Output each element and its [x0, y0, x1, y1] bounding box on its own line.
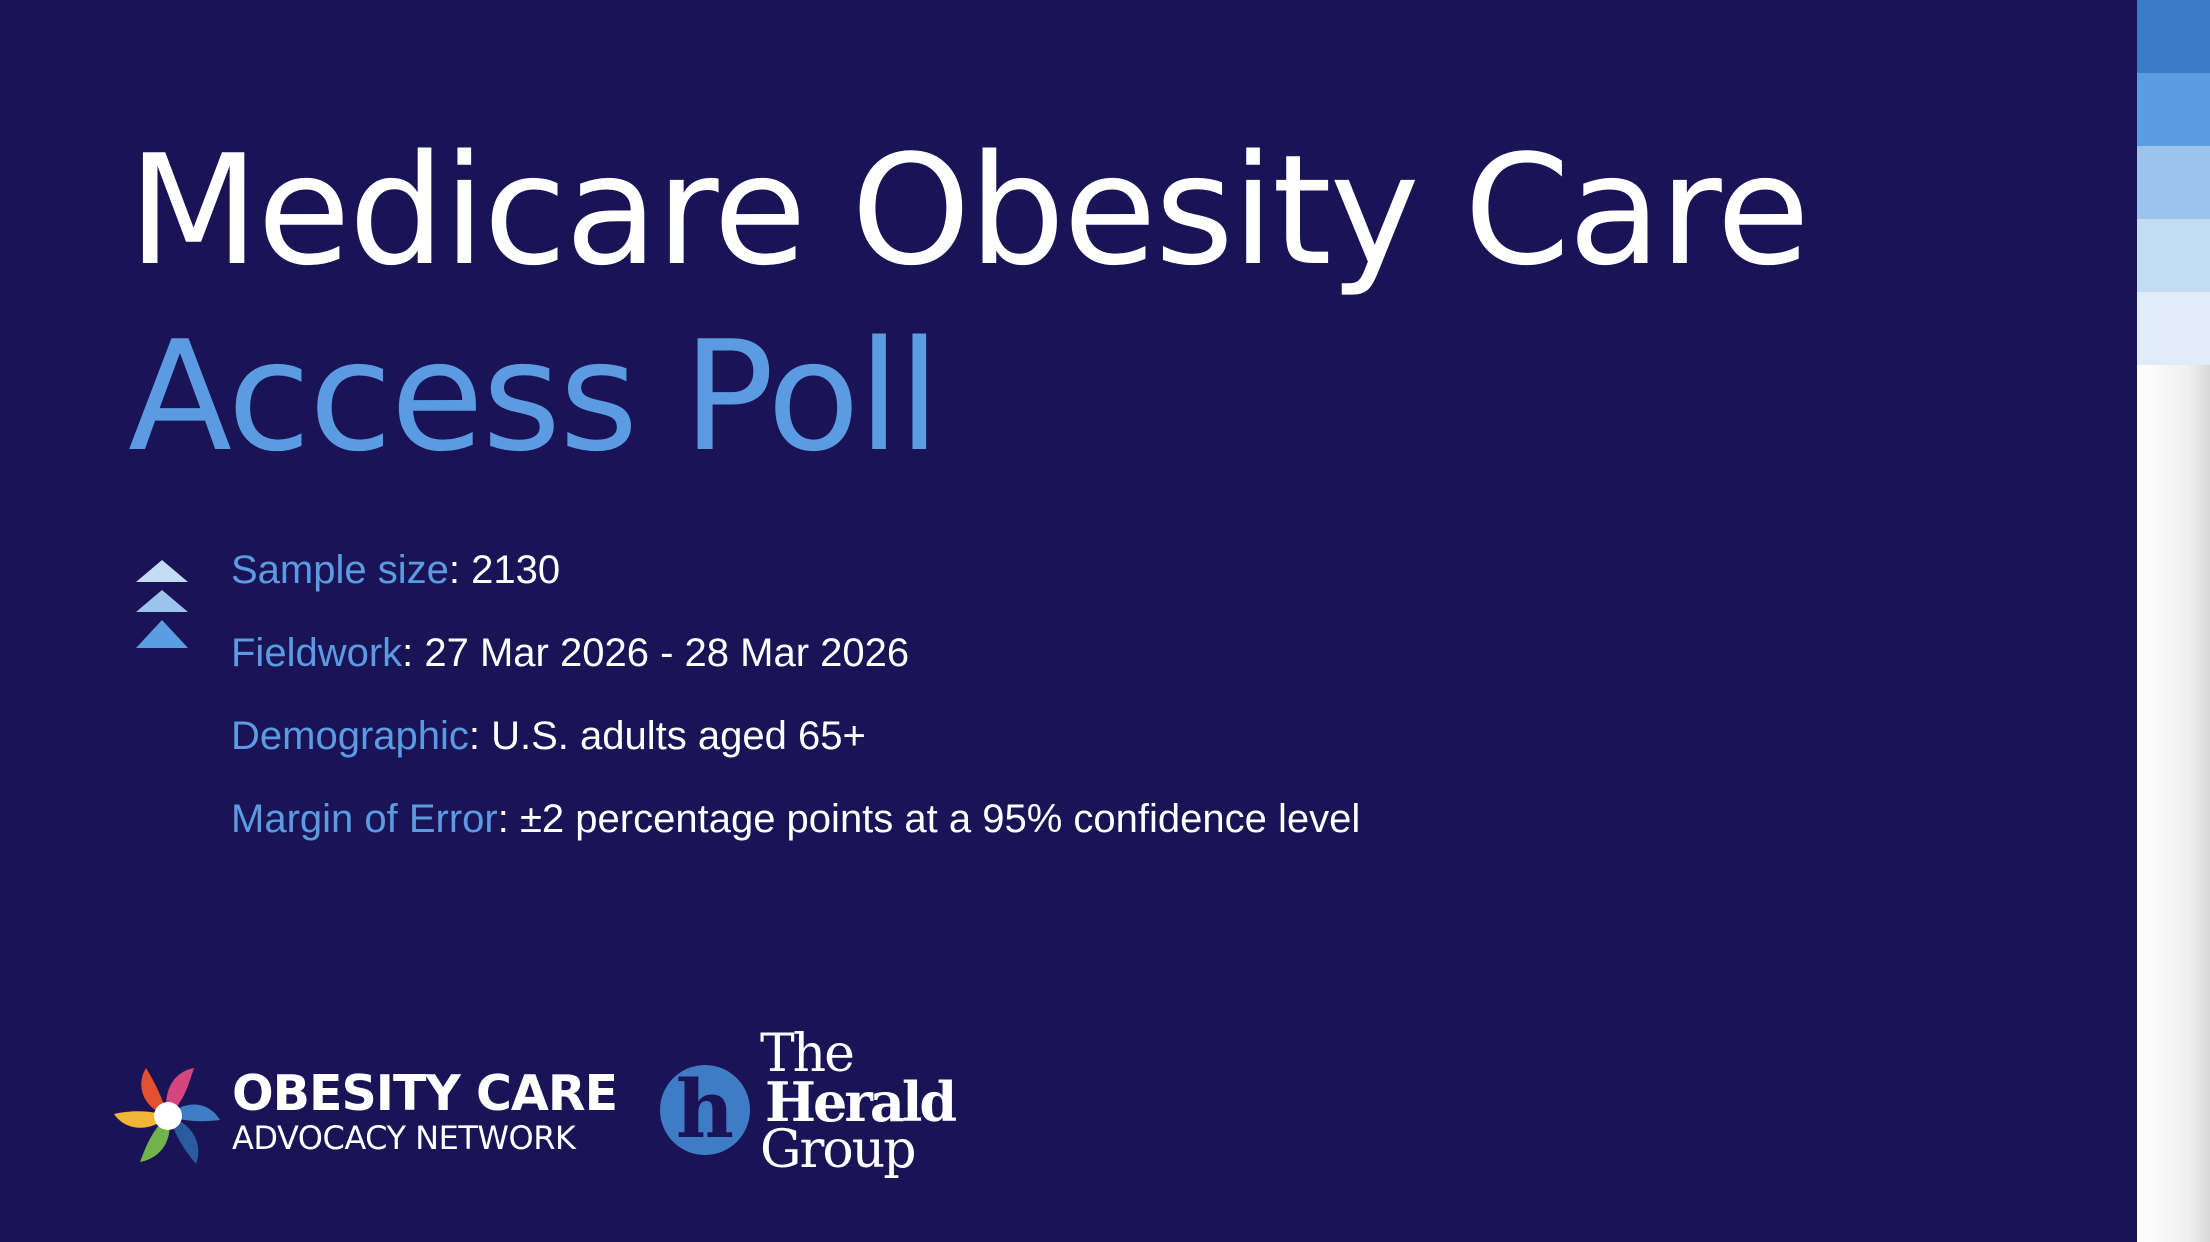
herald-mark: h: [675, 1062, 735, 1156]
title-line-2: Access Poll: [128, 308, 940, 485]
fact-label: Demographic: [231, 714, 469, 758]
slide-title: Medicare Obesity Care Access Poll: [128, 118, 1810, 490]
fact-label: Sample size: [231, 548, 449, 592]
stacked-triangles-icon: [136, 560, 188, 648]
poll-facts-list: Sample size: 2130 Fieldwork: 27 Mar 2026…: [231, 548, 1360, 880]
pinwheel-logo-icon: [114, 1068, 220, 1164]
ocan-line-1: OBESITY CARE: [232, 1065, 618, 1122]
side-stripe: [2137, 219, 2210, 292]
ocan-wordmark: OBESITY CARE ADVOCACY NETWORK: [232, 1065, 618, 1157]
herald-h-circle-icon: h: [660, 1065, 750, 1155]
fact-label: Margin of Error: [231, 797, 498, 841]
fact-demographic: Demographic: U.S. adults aged 65+: [231, 714, 1360, 797]
herald-wordmark: The Herald Group: [760, 1024, 957, 1180]
side-stripe: [2137, 146, 2210, 219]
fact-fieldwork: Fieldwork: 27 Mar 2026 - 28 Mar 2026: [231, 631, 1360, 714]
fact-value: : U.S. adults aged 65+: [468, 714, 866, 758]
fact-label: Fieldwork: [231, 631, 403, 675]
title-line-1: Medicare Obesity Care: [128, 122, 1810, 299]
herald-line-1: The: [760, 1024, 855, 1084]
title-slide: Medicare Obesity Care Access Poll Sample…: [0, 0, 2137, 1242]
side-stripe: [2137, 292, 2210, 365]
side-stripe: [2137, 0, 2210, 73]
fact-sample-size: Sample size: 2130: [231, 548, 1360, 631]
fact-value: : ±2 percentage points at a 95% confiden…: [497, 797, 1361, 841]
ocan-line-2: ADVOCACY NETWORK: [232, 1119, 576, 1157]
fact-margin-of-error: Margin of Error: ±2 percentage points at…: [231, 797, 1360, 880]
fact-value: : 27 Mar 2026 - 28 Mar 2026: [402, 631, 910, 675]
herald-line-3: Group: [760, 1120, 916, 1180]
herald-line-2: Herald: [765, 1070, 957, 1134]
side-stripe: [2137, 73, 2210, 146]
fact-value: : 2130: [448, 548, 561, 592]
